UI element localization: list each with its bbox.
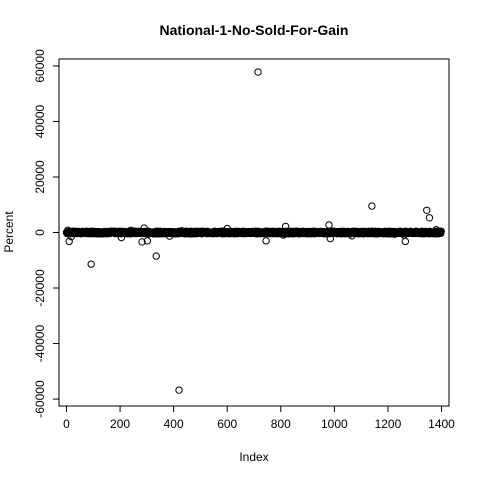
- data-point: [425, 214, 434, 222]
- data-point: [127, 226, 135, 234]
- data-point: [132, 229, 141, 238]
- data-point: [262, 237, 270, 245]
- data-points: [62, 68, 445, 394]
- x-tick-label: 400: [164, 417, 184, 431]
- data-point: [65, 237, 73, 246]
- y-tick-label: 0: [33, 229, 47, 236]
- data-point: [254, 68, 262, 76]
- x-axis-label: Index: [239, 450, 268, 464]
- data-point: [423, 206, 431, 214]
- data-point: [117, 233, 126, 242]
- y-axis-label: Percent: [2, 211, 16, 253]
- data-point: [401, 237, 410, 246]
- data-point: [435, 229, 443, 238]
- data-point: [72, 227, 80, 236]
- data-point: [357, 229, 365, 238]
- data-point: [138, 238, 146, 246]
- data-point: [87, 260, 95, 268]
- x-tick-label: 200: [110, 417, 130, 431]
- data-point: [437, 227, 445, 236]
- chart-title: National-1-No-Sold-For-Gain: [160, 22, 349, 38]
- data-point: [152, 252, 160, 260]
- data-point: [184, 227, 193, 236]
- x-tick-label: 0: [63, 417, 70, 431]
- y-tick-label: 20000: [33, 160, 47, 194]
- x-tick-label: 1400: [428, 417, 455, 431]
- data-point: [279, 231, 288, 239]
- y-tick-label: -60000: [33, 380, 47, 418]
- x-tick-label: 1200: [375, 417, 402, 431]
- data-point: [223, 224, 231, 233]
- data-point: [175, 386, 183, 394]
- data-point: [348, 232, 356, 240]
- y-axis: -60000 -40000 -20000 0 20000 40000 60000: [33, 49, 59, 418]
- x-tick-label: 600: [217, 417, 237, 431]
- data-point: [64, 226, 72, 234]
- data-point: [165, 232, 174, 240]
- data-point: [326, 234, 335, 243]
- x-tick-label: 800: [271, 417, 291, 431]
- data-point: [368, 202, 376, 210]
- y-tick-label: 40000: [33, 104, 47, 138]
- data-point: [390, 230, 399, 238]
- data-point: [143, 237, 152, 245]
- data-point: [325, 221, 333, 229]
- x-tick-label: 1000: [321, 417, 348, 431]
- y-tick-label: -40000: [33, 325, 47, 363]
- x-axis: 0 200 400 600 800 1000 1200 1400: [63, 406, 455, 431]
- y-tick-label: -20000: [33, 269, 47, 307]
- data-point: [67, 232, 76, 241]
- data-point: [281, 222, 290, 231]
- data-point: [140, 224, 148, 232]
- y-tick-label: 60000: [33, 49, 47, 83]
